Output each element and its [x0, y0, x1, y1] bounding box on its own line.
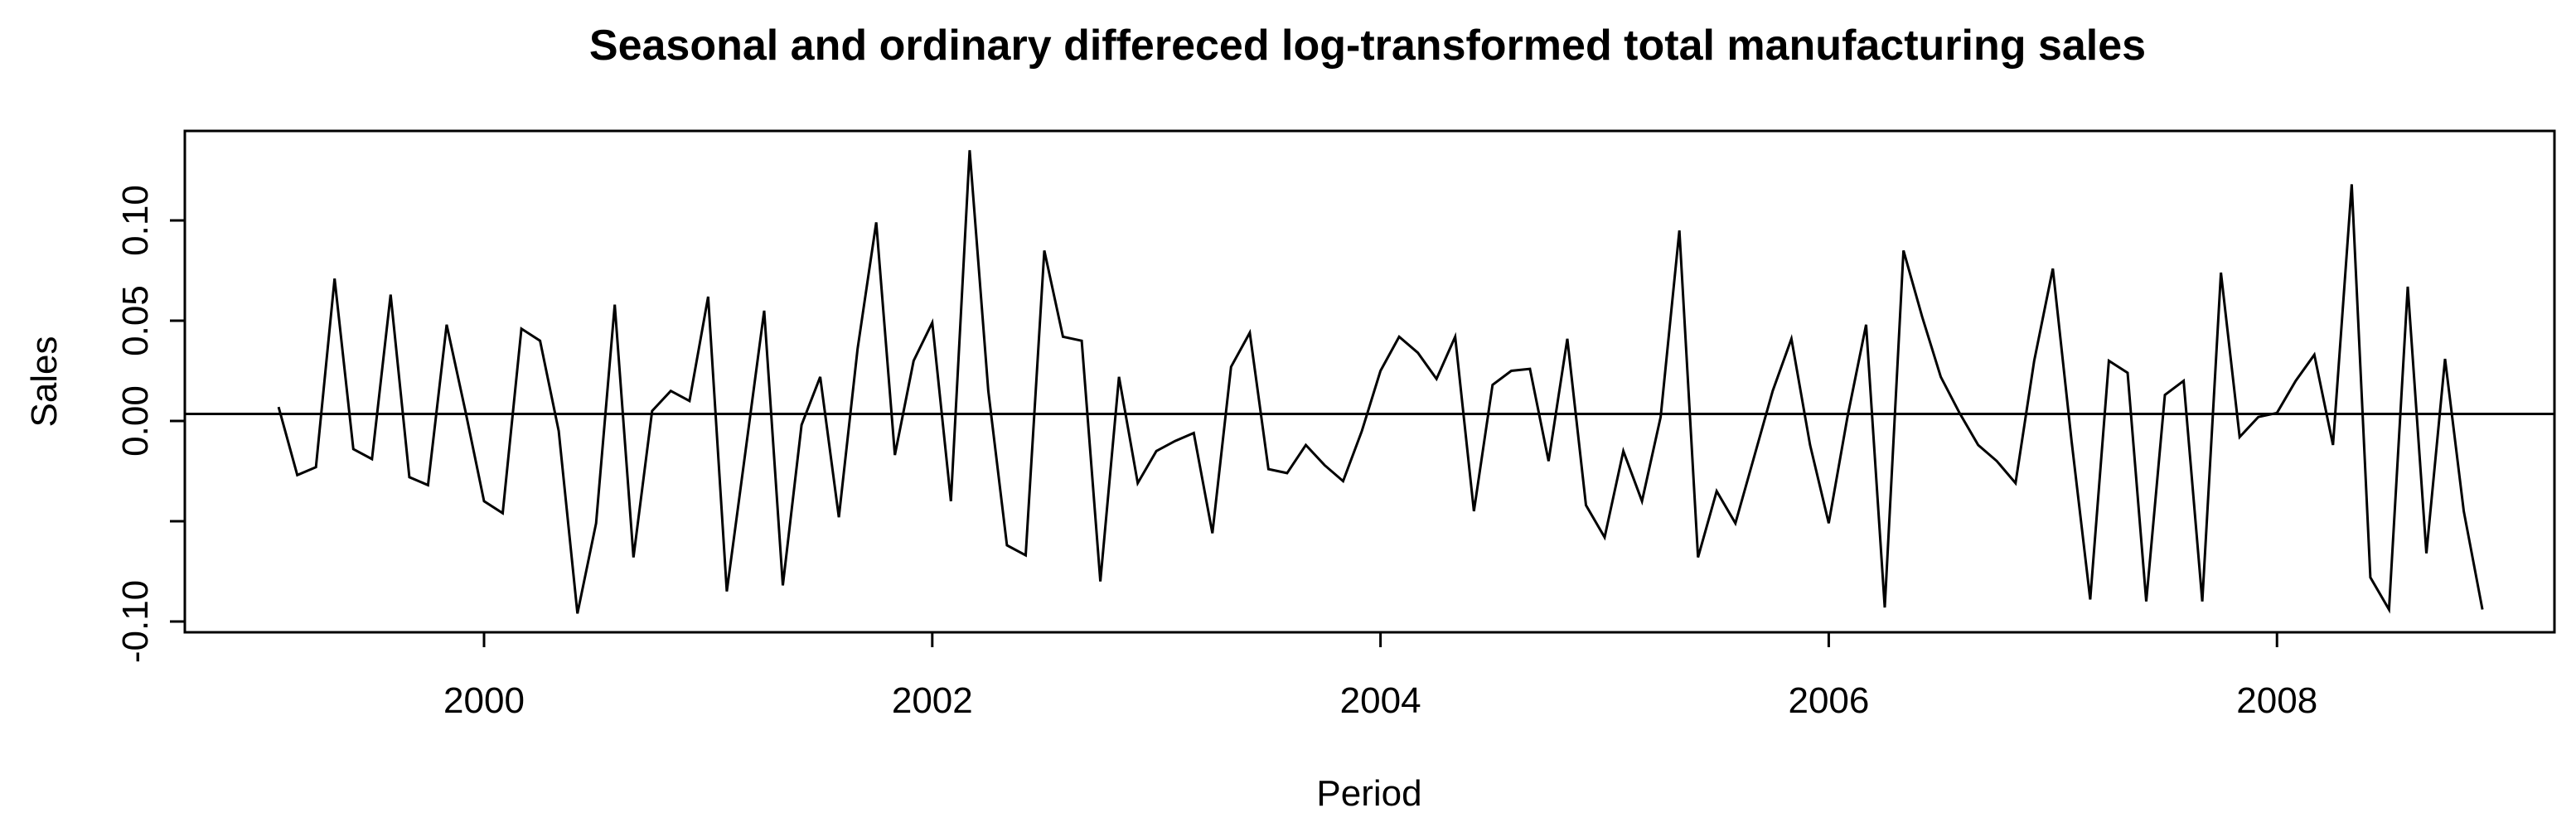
series-line: [277, 150, 2484, 614]
x-tick-label-2006: 2006: [1788, 680, 1869, 721]
y-tick-label-m010: -0.10: [115, 580, 156, 663]
x-tick-label-2004: 2004: [1340, 680, 1421, 721]
x-tick-label-2008: 2008: [2236, 680, 2317, 721]
y-tick-label-000: 0.00: [115, 385, 156, 457]
y-axis-label: Sales: [24, 336, 65, 427]
x-tick-label-2000: 2000: [443, 680, 525, 721]
plot-box: [183, 129, 2556, 634]
y-axis-ticks: [170, 219, 185, 623]
x-tick-label-2002: 2002: [892, 680, 973, 721]
plot-title: Seasonal and ordinary differeced log-tra…: [589, 22, 2146, 70]
x-axis-label: Period: [1316, 773, 1421, 814]
y-tick-label-005: 0.05: [115, 285, 156, 356]
y-tick-label-010: 0.10: [115, 185, 156, 256]
x-axis-ticks: [482, 632, 2278, 647]
